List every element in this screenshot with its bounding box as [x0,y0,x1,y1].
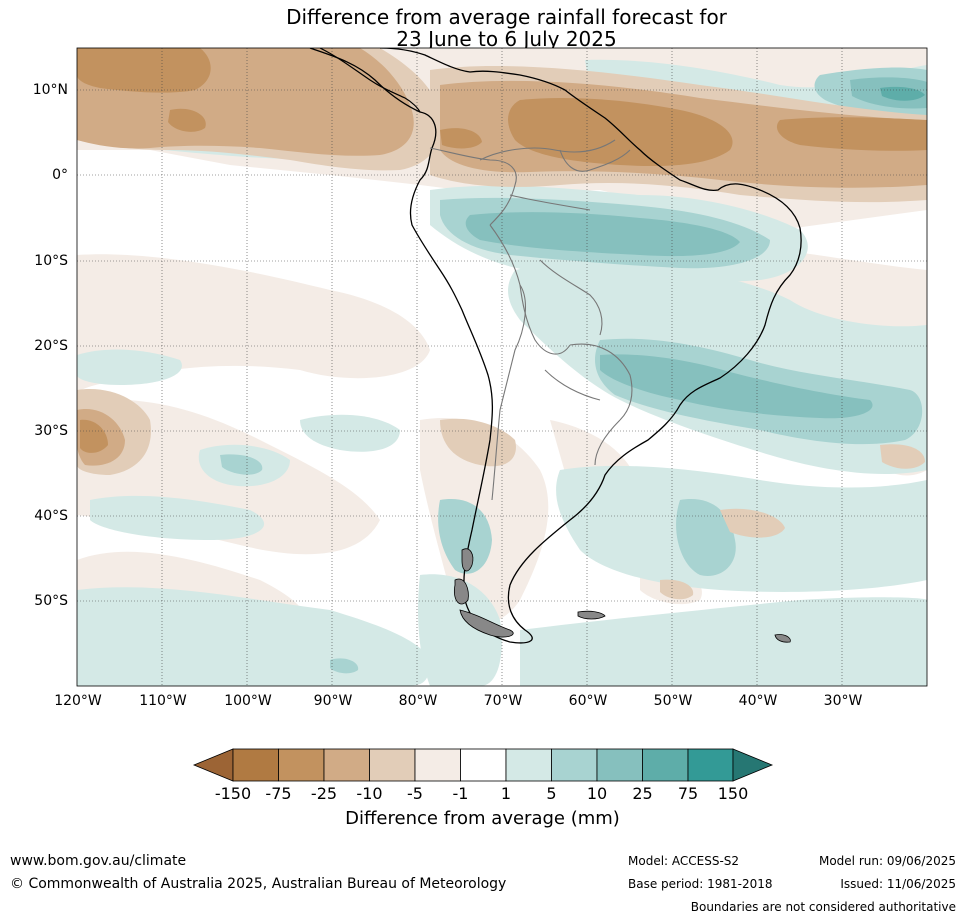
chile-islands [453,548,791,643]
colorbar-tick: -150 [214,784,252,803]
colorbar-bin-3 [323,748,370,782]
colorbar [192,748,774,782]
colorbar-tick: -25 [310,784,338,803]
lon-label-120w: 120°W [54,693,102,709]
central-america-coastline [319,48,421,113]
lon-label-50w: 50°W [653,693,693,709]
lon-label-40w: 40°W [738,693,778,709]
lat-label-10s: 10°S [34,253,68,269]
lon-label-110w: 110°W [139,693,187,709]
colorbar-tick: -75 [265,784,292,803]
footer-copyright: © Commonwealth of Australia 2025, Austra… [10,876,507,892]
colorbar-bin-6 [460,748,507,782]
national-borders [429,139,633,501]
map-frame [76,47,928,687]
footer-model: Model: ACCESS-S2 [628,854,740,868]
footer-model-run: Model run: 09/06/2025 [818,854,956,868]
colorbar-bin-7 [505,748,552,782]
colorbar-label: Difference from average (mm) [345,808,620,829]
map-title-line2: 23 June to 6 July 2025 [396,27,617,51]
colorbar-low-extend [192,748,234,782]
colorbar-tick: -5 [407,784,423,803]
lon-label-60w: 60°W [568,693,608,709]
lat-label-30s: 30°S [34,423,68,439]
south-america-coastline [309,48,802,644]
lon-label-90w: 90°W [313,693,353,709]
colorbar-bin-1 [232,748,279,782]
colorbar-tick: 25 [632,784,653,803]
lon-label-70w: 70°W [483,693,523,709]
colorbar-bin-8 [551,748,598,782]
lat-label-20s: 20°S [34,338,68,354]
colorbar-tick: 5 [546,784,557,803]
colorbar-tick: 10 [586,784,608,803]
colorbar-tick: 1 [500,784,512,803]
colorbar-bin-9 [596,748,643,782]
colorbar-tick: -1 [452,784,469,803]
lat-label-0: 0° [52,167,68,183]
lat-label-50s: 50°S [34,593,68,609]
footer-issued: Issued: 11/06/2025 [840,877,956,891]
colorbar-bin-4 [369,748,416,782]
lon-label-80w: 80°W [398,693,438,709]
lon-label-30w: 30°W [823,693,863,709]
lon-label-100w: 100°W [224,693,272,709]
map-title-line1: Difference from average rainfall forecas… [286,5,727,29]
colorbar-tick: 150 [717,784,749,803]
map-gridlines [77,48,927,686]
lat-label-10n: 10°N [32,82,68,98]
colorbar-bin-2 [278,748,325,782]
colorbar-tick: 75 [677,784,699,803]
footer-base-period: Base period: 1981-2018 [628,877,773,891]
colorbar-bin-11 [687,748,734,782]
footer-disclaimer: Boundaries are not considered authoritat… [690,900,956,914]
colorbar-high-extend [732,748,774,782]
colorbar-bin-5 [414,748,461,782]
footer-website[interactable]: www.bom.gov.au/climate [10,853,187,869]
colorbar-tick: -10 [356,784,383,803]
colorbar-bin-10 [642,748,689,782]
lat-label-40s: 40°S [34,508,68,524]
